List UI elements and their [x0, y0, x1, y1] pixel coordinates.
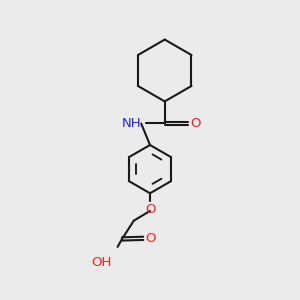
Text: NH: NH — [122, 117, 141, 130]
Text: O: O — [145, 232, 155, 245]
Text: O: O — [190, 117, 200, 130]
Text: O: O — [145, 203, 155, 216]
Text: OH: OH — [92, 256, 112, 269]
